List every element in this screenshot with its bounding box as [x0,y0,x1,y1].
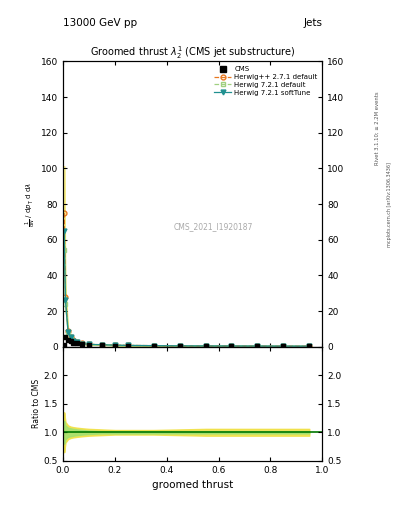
Text: Jets: Jets [303,18,322,28]
Text: CMS_2021_I1920187: CMS_2021_I1920187 [174,222,253,231]
Title: Groomed thrust $\lambda_2^1$ (CMS jet substructure): Groomed thrust $\lambda_2^1$ (CMS jet su… [90,44,295,61]
Text: 13000 GeV pp: 13000 GeV pp [63,18,137,28]
Y-axis label: Ratio to CMS: Ratio to CMS [32,379,41,429]
Y-axis label: $\frac{1}{\mathrm{d}N}$ / $\mathrm{d}p_\mathrm{T}$ $\mathrm{d}$ $\mathrm{d}\lamb: $\frac{1}{\mathrm{d}N}$ / $\mathrm{d}p_\… [24,181,38,227]
Legend: CMS, Herwig++ 2.7.1 default, Herwig 7.2.1 default, Herwig 7.2.1 softTune: CMS, Herwig++ 2.7.1 default, Herwig 7.2.… [213,65,319,97]
X-axis label: groomed thrust: groomed thrust [152,480,233,490]
Text: Rivet 3.1.10; ≥ 2.2M events: Rivet 3.1.10; ≥ 2.2M events [375,91,380,165]
Text: mcplots.cern.ch [arXiv:1306.3436]: mcplots.cern.ch [arXiv:1306.3436] [387,162,391,247]
